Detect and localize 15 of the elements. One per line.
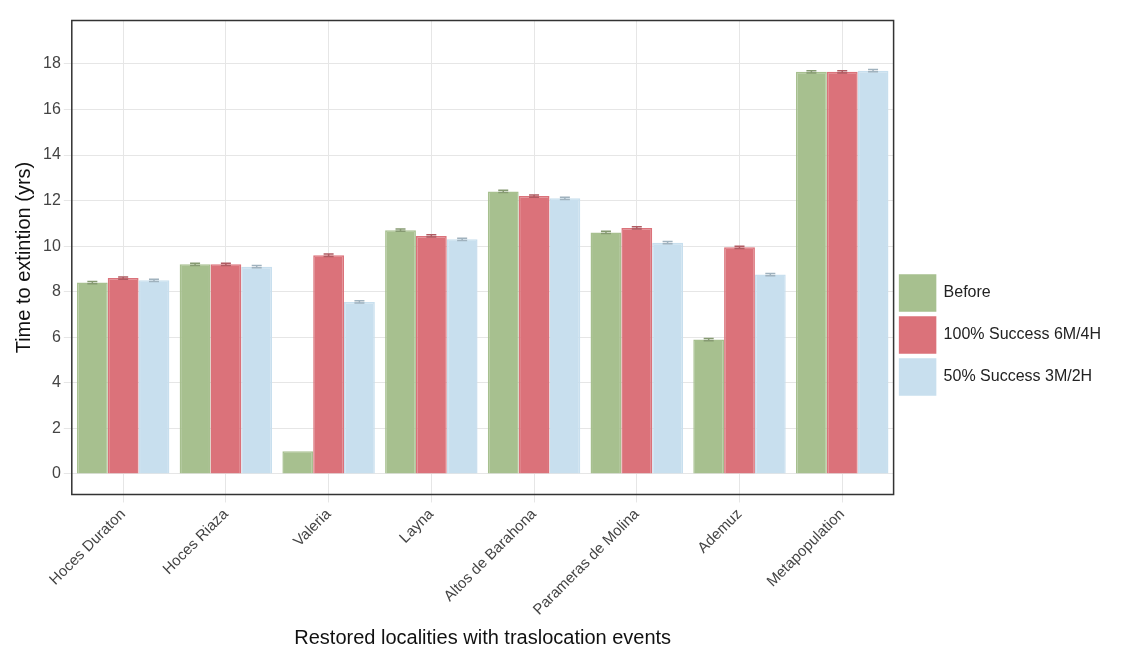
- x-axis-title: Restored localities with traslocation events: [294, 625, 672, 648]
- y-tick-label: 14: [43, 145, 61, 163]
- legend-label: Before: [943, 283, 991, 301]
- legend-label: 100% Success 6M/4H: [943, 325, 1101, 343]
- y-tick-label: 12: [43, 190, 61, 208]
- y-tick-label: 6: [51, 327, 61, 345]
- y-tick-label: 8: [51, 282, 61, 300]
- y-tick-label: 2: [51, 418, 61, 436]
- y-tick-label: 10: [43, 236, 61, 254]
- legend-label: 50% Success 3M/2H: [943, 367, 1093, 385]
- y-tick-label: 16: [43, 99, 61, 117]
- y-tick-label: 0: [51, 464, 61, 482]
- y-tick-label: 4: [51, 373, 61, 391]
- y-tick-label: 18: [43, 54, 61, 72]
- y-axis-title: Time to extintion (yrs): [11, 161, 34, 354]
